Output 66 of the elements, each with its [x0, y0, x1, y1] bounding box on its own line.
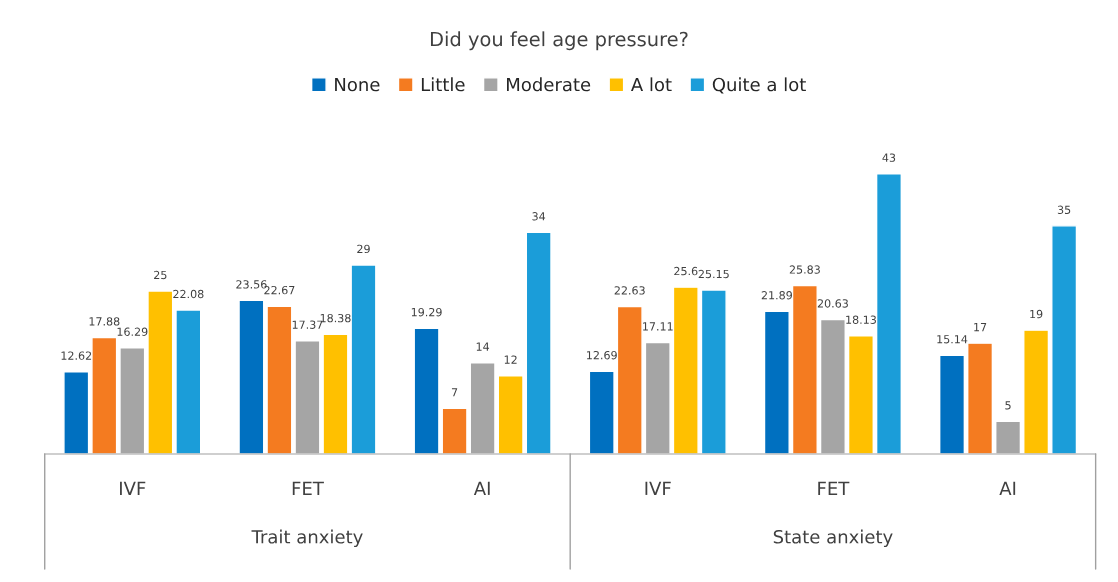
data-label: 12 [504, 355, 517, 364]
data-label: 18.13 [846, 315, 876, 324]
legend-label: None [335, 77, 380, 92]
legend-label: A lot [630, 77, 672, 92]
bar [847, 335, 874, 454]
data-label: 16.29 [117, 327, 148, 336]
data-label: 34 [532, 212, 546, 221]
data-label: 19.29 [411, 307, 442, 317]
legend-label: Little [421, 77, 465, 92]
data-label: 17.37 [292, 320, 323, 329]
bar [967, 342, 994, 454]
x-tick-label: IVF [645, 481, 671, 495]
bar [350, 264, 377, 454]
data-label: 15.14 [937, 335, 968, 344]
x-tick-label: AI [999, 481, 1016, 495]
text: State anxiety [773, 529, 893, 548]
x-tick-label: FET [818, 481, 850, 495]
bar [1023, 329, 1050, 454]
bar [497, 375, 524, 454]
data-label: 25.15 [698, 269, 729, 279]
data-label: 5 [1005, 401, 1011, 410]
data-label: 22.63 [614, 286, 645, 295]
x-tick-label: FET [292, 481, 324, 495]
data-label: 25.6 [674, 266, 698, 276]
x-tick-label: AI [473, 481, 490, 495]
bar [672, 286, 699, 454]
bar [1051, 225, 1078, 454]
data-label: 43 [882, 153, 896, 162]
data-label: 17.11 [643, 322, 673, 331]
bar [525, 231, 552, 454]
data-label: 29 [357, 244, 370, 254]
bar [322, 333, 349, 454]
data-label: 35 [1057, 205, 1071, 214]
data-label: 25.83 [789, 265, 820, 274]
bar [588, 370, 615, 454]
bar [616, 305, 643, 454]
bar [238, 299, 265, 454]
x-tick-label: IVF [120, 481, 146, 495]
bar [147, 290, 174, 454]
data-label: 14 [476, 342, 490, 351]
data-label: 22.08 [173, 289, 204, 299]
bar [700, 289, 727, 454]
data-label: 25 [154, 270, 167, 280]
data-label: 18.38 [320, 313, 351, 323]
legend-label: Moderate [507, 77, 591, 92]
data-label: 21.89 [761, 291, 792, 300]
bar [413, 327, 440, 454]
text: Trait anxiety [251, 529, 363, 548]
bar [763, 310, 790, 454]
bar [791, 284, 818, 454]
data-label: 20.63 [817, 299, 848, 308]
bar [175, 309, 202, 454]
data-label: 19 [1030, 309, 1043, 319]
data-label: 17.88 [89, 317, 120, 326]
bar [875, 173, 902, 454]
data-label: 7 [451, 388, 458, 397]
bar [938, 354, 966, 454]
bar [91, 336, 118, 454]
chart-title: Did you feel age pressure? [430, 31, 688, 51]
bar [266, 305, 293, 454]
legend-label: Quite a lot [712, 77, 806, 94]
bar [63, 371, 90, 454]
data-label: 12.62 [61, 351, 92, 360]
bar [441, 407, 468, 454]
data-label: 17 [974, 323, 987, 332]
data-label: 12.69 [587, 350, 617, 360]
